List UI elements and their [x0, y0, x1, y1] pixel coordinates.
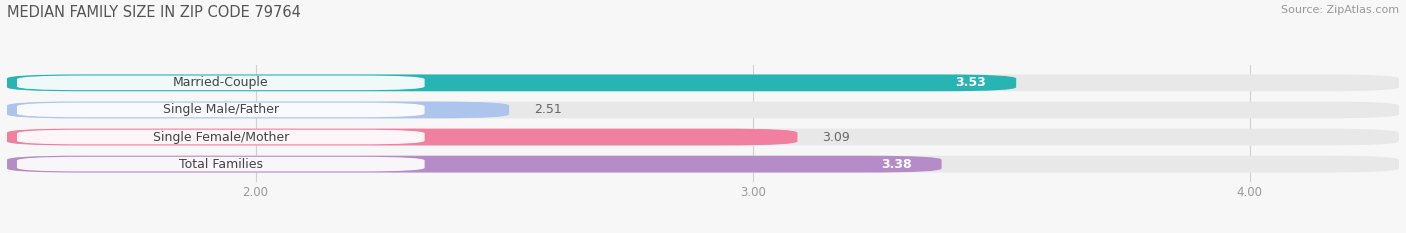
Text: 3.09: 3.09	[823, 130, 851, 144]
FancyBboxPatch shape	[7, 129, 1399, 145]
FancyBboxPatch shape	[17, 157, 425, 171]
Text: 2.51: 2.51	[534, 103, 562, 116]
Text: 3.38: 3.38	[882, 158, 912, 171]
Text: Total Families: Total Families	[179, 158, 263, 171]
FancyBboxPatch shape	[7, 156, 942, 172]
FancyBboxPatch shape	[7, 102, 1399, 118]
FancyBboxPatch shape	[17, 130, 425, 144]
FancyBboxPatch shape	[7, 75, 1017, 91]
Text: Married-Couple: Married-Couple	[173, 76, 269, 89]
Text: Single Male/Father: Single Male/Father	[163, 103, 278, 116]
Text: MEDIAN FAMILY SIZE IN ZIP CODE 79764: MEDIAN FAMILY SIZE IN ZIP CODE 79764	[7, 5, 301, 20]
Text: Source: ZipAtlas.com: Source: ZipAtlas.com	[1281, 5, 1399, 15]
FancyBboxPatch shape	[7, 156, 1399, 172]
FancyBboxPatch shape	[7, 75, 1399, 91]
Text: 3.53: 3.53	[956, 76, 987, 89]
FancyBboxPatch shape	[17, 75, 425, 90]
FancyBboxPatch shape	[7, 129, 797, 145]
Text: Single Female/Mother: Single Female/Mother	[153, 130, 288, 144]
FancyBboxPatch shape	[17, 103, 425, 117]
FancyBboxPatch shape	[7, 102, 509, 118]
